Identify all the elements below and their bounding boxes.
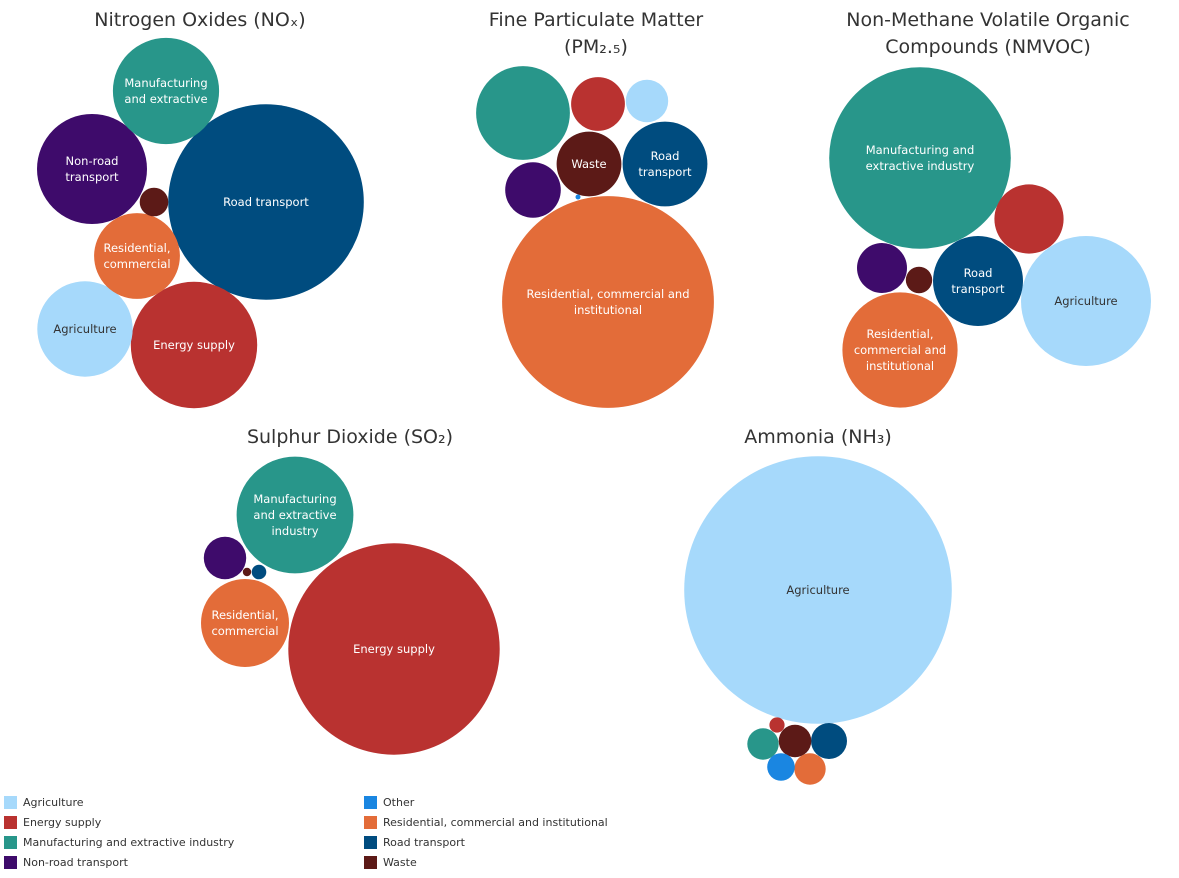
bubble-residential-commercial-and-institutional[interactable] (201, 579, 289, 667)
bubble-label-road-transport: Road transport (223, 195, 309, 209)
bubble-manufacturing-and-extractive-industry[interactable] (829, 67, 1011, 249)
bubble-chart-4: Sulphur Dioxide (SO₂) Energy supply Manufa… (201, 426, 500, 755)
chart-title: Fine Particulate Matter (PM₂.₅) (489, 9, 704, 58)
legend-label: Manufacturing and extractive industry (23, 835, 235, 849)
bubble-manufacturing-and-extractive-industry[interactable] (747, 728, 779, 760)
bubble-label-residential-commercial-and-institutional: Residential, commercial and institutional (526, 287, 689, 317)
bubble-energy-supply[interactable] (130, 281, 258, 409)
bubble-residential-commercial-and-institutional[interactable] (794, 753, 826, 785)
legend-label: Non-road transport (23, 855, 128, 869)
bubble-road-transport[interactable] (168, 104, 364, 300)
bubble-label-energy-supply: Energy supply (153, 338, 235, 352)
bubble-non-road-transport[interactable] (203, 536, 247, 580)
bubble-label-manufacturing-and-extractive-industry: Manufacturing and extractive (124, 76, 207, 106)
bubble-label-agriculture: Agriculture (786, 583, 849, 597)
bubble-waste[interactable] (242, 567, 252, 577)
bubble-waste[interactable] (556, 131, 622, 197)
legend-label: Other (383, 795, 415, 809)
bubble-energy-supply[interactable] (288, 543, 500, 755)
bubble-residential-commercial-and-institutional[interactable] (842, 292, 958, 408)
legend-swatch (364, 835, 377, 849)
bubble-manufacturing-and-extractive-industry[interactable] (476, 66, 570, 160)
legend: Agriculture Energy supply Manufacturing an… (0, 793, 1179, 878)
emissions-bubble-charts: Nitrogen Oxides (NOₓ) Road transport Energ… (37, 9, 1151, 785)
bubble-chart-2: Fine Particulate Matter (PM₂.₅) Residentia… (476, 9, 714, 408)
bubble-chart-5: Ammonia (NH₃) Agriculture (684, 426, 952, 785)
legend-item-other[interactable]: Other (364, 793, 414, 811)
bubble-label-waste: Waste (571, 157, 606, 171)
bubble-label-manufacturing-and-extractive-industry: Manufacturing and extractive industry (253, 492, 336, 538)
bubble-road-transport[interactable] (251, 564, 267, 580)
legend-label: Waste (383, 855, 417, 869)
bubble-chart-1: Nitrogen Oxides (NOₓ) Road transport Energ… (37, 9, 364, 409)
legend-label: Residential, commercial and institutiona… (383, 815, 608, 829)
legend-swatch (4, 815, 17, 829)
bubble-energy-supply[interactable] (571, 77, 625, 131)
legend-swatch (364, 795, 377, 809)
bubble-non-road-transport[interactable] (505, 162, 561, 218)
legend-item-manufacturing-and-extractive-industry[interactable]: Manufacturing and extractive industry (4, 833, 234, 851)
bubble-waste[interactable] (139, 187, 169, 217)
bubble-non-road-transport[interactable] (857, 243, 907, 293)
bubble-manufacturing-and-extractive-industry[interactable] (112, 37, 220, 145)
bubble-agriculture[interactable] (37, 281, 133, 377)
chart-title: Sulphur Dioxide (SO₂) (247, 426, 453, 448)
bubble-road-transport[interactable] (933, 236, 1023, 326)
bubble-waste[interactable] (905, 266, 933, 294)
bubble-residential-commercial-and-institutional[interactable] (94, 213, 180, 299)
bubble-other[interactable] (767, 753, 795, 781)
legend-item-residential-commercial-and-institutional[interactable]: Residential, commercial and institutiona… (364, 813, 608, 831)
legend-swatch (364, 855, 377, 869)
bubble-agriculture[interactable] (1021, 236, 1151, 366)
bubble-residential-commercial-and-institutional[interactable] (502, 196, 714, 408)
chart-title: Non-Methane Volatile Organic Compounds (N… (846, 9, 1129, 58)
legend-item-agriculture[interactable]: Agriculture (4, 793, 84, 811)
bubble-other[interactable] (575, 194, 581, 200)
bubble-non-road-transport[interactable] (37, 114, 147, 224)
bubble-label-road-transport: Road transport (951, 266, 1005, 296)
bubble-label-residential-commercial-and-institutional: Residential, commercial and institutional (854, 327, 946, 373)
bubble-manufacturing-and-extractive-industry[interactable] (236, 456, 354, 574)
bubble-label-non-road-transport: Non-road transport (65, 154, 119, 184)
legend-label: Agriculture (23, 795, 84, 809)
bubble-energy-supply[interactable] (769, 717, 785, 733)
bubble-label-agriculture: Agriculture (53, 322, 116, 336)
legend-label: Road transport (383, 835, 465, 849)
bubble-label-energy-supply: Energy supply (353, 642, 435, 656)
bubble-label-road-transport: Road transport (638, 149, 692, 179)
legend-item-energy-supply[interactable]: Energy supply (4, 813, 101, 831)
bubble-chart-3: Non-Methane Volatile Organic Compounds (N… (829, 9, 1151, 408)
bubble-agriculture[interactable] (684, 456, 952, 724)
chart-title: Ammonia (NH₃) (744, 426, 892, 448)
bubble-agriculture[interactable] (625, 79, 669, 123)
bubble-road-transport[interactable] (622, 121, 708, 207)
bubble-road-transport[interactable] (811, 723, 847, 759)
legend-item-waste[interactable]: Waste (364, 853, 417, 871)
bubble-energy-supply[interactable] (994, 184, 1064, 254)
legend-swatch (4, 835, 17, 849)
legend-label: Energy supply (23, 815, 102, 829)
bubble-label-residential-commercial-and-institutional: Residential, commercial (103, 241, 170, 271)
legend-item-road-transport[interactable]: Road transport (364, 833, 465, 851)
bubble-label-residential-commercial-and-institutional: Residential, commercial (211, 608, 278, 638)
bubble-label-agriculture: Agriculture (1054, 294, 1117, 308)
bubble-waste[interactable] (778, 724, 812, 758)
chart-title: Nitrogen Oxides (NOₓ) (94, 9, 305, 31)
legend-swatch (4, 795, 17, 809)
legend-swatch (4, 855, 17, 869)
legend-swatch (364, 815, 377, 829)
bubble-label-manufacturing-and-extractive-industry: Manufacturing and extractive industry (866, 143, 975, 173)
legend-item-non-road-transport[interactable]: Non-road transport (4, 853, 128, 871)
